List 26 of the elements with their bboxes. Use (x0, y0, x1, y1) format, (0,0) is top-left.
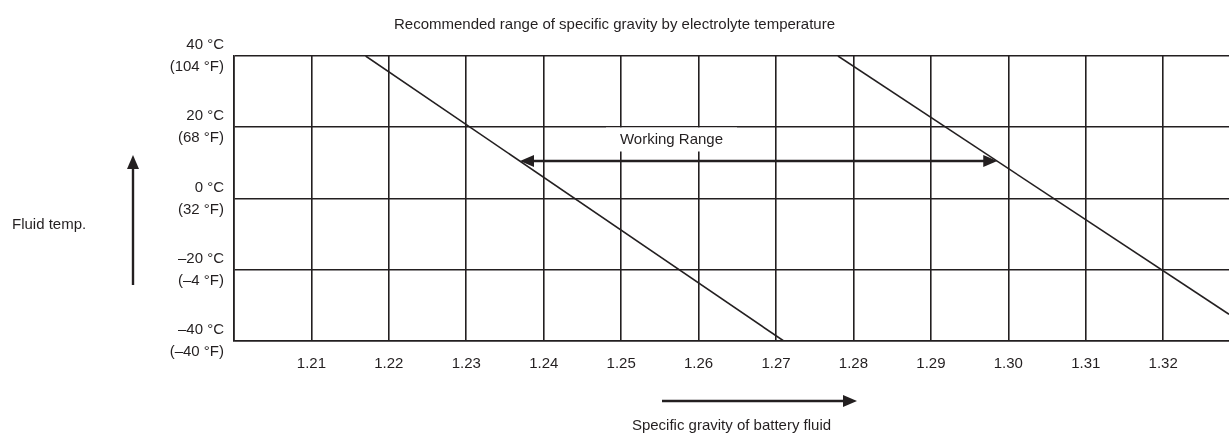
x-tick-label: 1.27 (761, 354, 791, 372)
x-tick-label: 1.31 (1071, 354, 1101, 372)
y2-tick-label: (–40 °F) (169, 342, 224, 360)
x-tick-label: 1.32 (1148, 354, 1178, 372)
x-tick-label: 1.26 (683, 354, 714, 372)
annotation: Working Range (619, 129, 724, 147)
y-tick-label: –40 °C (177, 320, 225, 338)
y2-tick-label: (32 °F) (177, 199, 224, 217)
x-tick-label: 1.21 (296, 354, 327, 372)
x-tick-label: 1.25 (606, 354, 636, 372)
x-tick-label: 1.29 (916, 354, 946, 372)
y-tick-label: 40 °C (186, 35, 225, 53)
x-tick-label: 1.28 (838, 354, 869, 372)
x-tick-label: 1.22 (374, 354, 404, 372)
y2-tick-label: (104 °F) (169, 57, 224, 75)
x-axis-title: Specific gravity of battery fluid (631, 416, 832, 434)
y-tick-label: 20 °C (186, 106, 225, 124)
chart-title: Recommended range of specific gravity by electrolyte temperature (393, 15, 836, 33)
x-tick-label: 1.23 (451, 354, 481, 372)
y-tick-label: –20 °C (177, 248, 225, 266)
x-tick-label: 1.30 (993, 354, 1023, 372)
y2-tick-label: (–4 °F) (177, 270, 224, 288)
y2-tick-label: (68 °F) (177, 128, 224, 146)
x-tick-label: 1.24 (529, 354, 559, 372)
y-tick-label: 0 °C (194, 177, 225, 195)
text: Fluid temp. (12, 214, 87, 232)
